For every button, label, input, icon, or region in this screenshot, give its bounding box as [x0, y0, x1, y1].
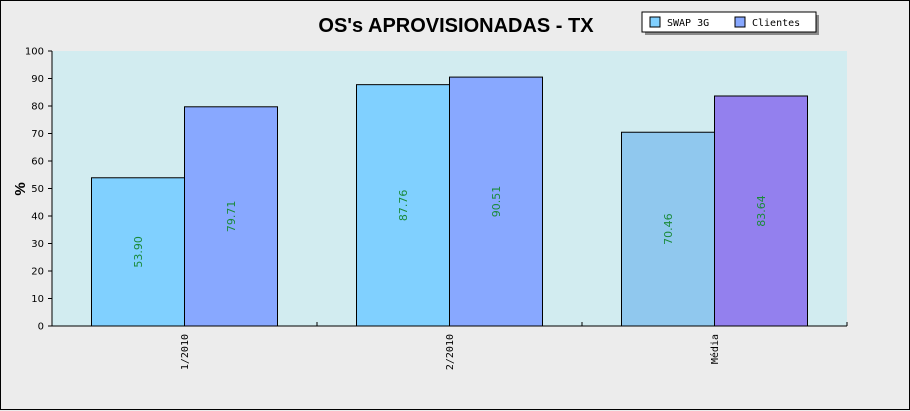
legend-swatch: [649, 16, 661, 28]
y-tick-label: 100: [25, 47, 44, 58]
y-axis-label: %: [12, 182, 29, 195]
x-tick-label: 2/2010: [445, 334, 456, 370]
y-tick-label: 80: [31, 102, 44, 113]
y-tick-label: 10: [31, 294, 44, 305]
legend-box: [641, 11, 817, 33]
y-tick-label: 30: [31, 239, 44, 250]
bar: [91, 177, 185, 327]
legend-swatch: [734, 16, 746, 28]
data-label: 90.51: [490, 186, 503, 218]
plot-area: 0 10 20 30 40 50 60 70 80 90 100 53.90 79.71 87.76 90.…: [25, 47, 848, 370]
data-label: 70.46: [662, 213, 675, 245]
y-tick-label: 20: [31, 267, 44, 278]
data-label: 79.71: [225, 201, 238, 233]
y-tick-label: 70: [31, 129, 44, 140]
bar: [356, 84, 450, 327]
y-tick-label: 60: [31, 157, 44, 168]
y-tick-label: 90: [31, 74, 44, 85]
legend: SWAP 3G Clientes: [641, 11, 819, 35]
y-tick-label: 40: [31, 212, 44, 223]
chart-title: OS's APROVISIONADAS - TX: [318, 15, 594, 37]
data-label: 53.90: [132, 236, 145, 268]
legend-label: SWAP 3G: [667, 18, 709, 29]
x-tick-label: 1/2010: [180, 334, 191, 370]
bar: [621, 131, 715, 327]
y-tick-label: 0: [38, 322, 44, 333]
y-tick-label: 50: [31, 184, 44, 195]
data-label: 87.76: [397, 190, 410, 222]
bar: [714, 95, 808, 327]
legend-label: Clientes: [752, 18, 800, 29]
bar: [449, 76, 543, 327]
data-label: 83.64: [755, 195, 768, 227]
x-tick-label: Média: [709, 334, 721, 364]
bar: [184, 106, 278, 327]
